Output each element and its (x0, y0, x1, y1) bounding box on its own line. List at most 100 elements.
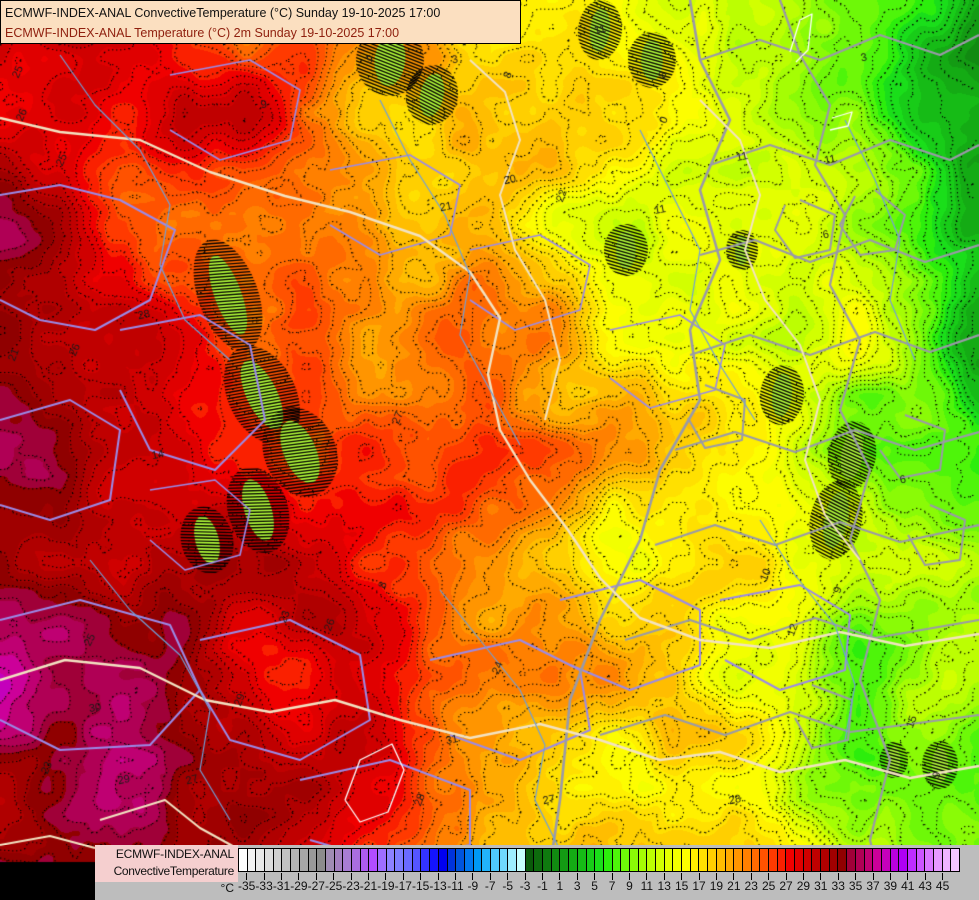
colorbar-tick-label: -17 (394, 879, 412, 893)
colorbar-swatch (673, 849, 683, 871)
colorbar-swatch (916, 849, 926, 871)
colorbar-tick-label: 11 (640, 879, 654, 893)
colorbar-tick-label: 3 (573, 879, 581, 893)
colorbar-swatch (742, 849, 752, 871)
colorbar-swatch (482, 849, 491, 871)
colorbar-tick (489, 873, 491, 880)
colorbar-tick (628, 873, 630, 880)
colorbar-tick-label: -1 (537, 879, 548, 893)
colorbar-swatch (351, 849, 361, 871)
colorbar-swatches[interactable] (238, 848, 960, 872)
colorbar-swatch (890, 849, 900, 871)
colorbar-swatch (838, 849, 848, 871)
colorbar-swatch (395, 849, 405, 871)
colorbar-tick (715, 873, 717, 880)
colorbar-swatch (768, 849, 778, 871)
colorbar-swatch (777, 849, 787, 871)
colorbar-tick-label: -31 (272, 879, 291, 893)
colorbar-tick-labels: -35 -33 -31 -29 -27 -25 -23 -21 -19 -17 -15 -13 -11-… (238, 878, 960, 896)
colorbar-swatch (508, 849, 517, 871)
colorbar-swatch (664, 849, 674, 871)
colorbar-swatch (569, 849, 578, 871)
colorbar-tick (698, 873, 700, 880)
colorbar-tick (594, 873, 596, 880)
colorbar-tick-label: -13 (429, 879, 447, 893)
colorbar-swatch (621, 849, 630, 871)
colorbar-tick (524, 873, 526, 880)
colorbar-swatch (308, 849, 318, 871)
colorbar-swatch (925, 849, 934, 871)
colorbar-tick (889, 873, 891, 880)
colorbar-tick-label: -29 (290, 879, 308, 893)
colorbar-swatch (299, 849, 309, 871)
colorbar-swatch (543, 849, 552, 871)
colorbar-tick (768, 873, 770, 880)
colorbar-swatch (343, 849, 352, 871)
legend-units-label: °C (220, 881, 234, 895)
colorbar-tick-label: -25 (325, 879, 343, 893)
colorbar-tick-label: 41 (901, 879, 915, 893)
colorbar-swatch (734, 849, 743, 871)
colorbar-tick (280, 873, 282, 880)
colorbar-swatch (551, 849, 561, 871)
colorbar-swatch (369, 849, 378, 871)
colorbar-tick-label: -15 (412, 879, 430, 893)
colorbar-swatch (404, 849, 413, 871)
colorbar-tick-label: 15 (674, 879, 689, 893)
colorbar-swatch (378, 849, 387, 871)
colorbar-swatch (586, 849, 596, 871)
colorbar-tick (367, 873, 369, 880)
colorbar-swatch (438, 849, 448, 871)
colorbar-swatch (629, 849, 639, 871)
colorbar-tick-label: 25 (761, 879, 776, 893)
colorbar-tick (733, 873, 735, 880)
colorbar-tick-label: 33 (831, 879, 845, 893)
colorbar-tick-label: 43 (918, 879, 932, 893)
colorbar-swatch (247, 849, 257, 871)
colorbar-tick (246, 873, 248, 880)
colorbar-swatch (603, 849, 613, 871)
colorbar-tick-label: -21 (359, 879, 378, 893)
colorbar-swatch (942, 849, 952, 871)
colorbar-swatch (855, 849, 865, 871)
legend-label-background (95, 845, 238, 882)
colorbar-tick-label: 17 (692, 879, 706, 893)
colorbar-tick (837, 873, 839, 880)
colorbar-tick (333, 873, 335, 880)
colorbar-swatch (291, 849, 300, 871)
map-title-box: ECMWF-INDEX-ANAL ConvectiveTemperature (… (0, 0, 521, 44)
colorbar-swatch (725, 849, 735, 871)
colorbar-tick (472, 873, 474, 880)
colorbar-swatch (907, 849, 917, 871)
colorbar-tick-label: -11 (447, 879, 464, 893)
colorbar-swatch (265, 849, 274, 871)
colorbar-tick-label: 27 (779, 879, 793, 893)
colorbar-tick (576, 873, 578, 880)
colorbar-wrap: -35 -33 -31 -29 -27 -25 -23 -21 -19 -17 -15 -13 -11-… (238, 848, 960, 897)
colorbar-swatch (638, 849, 648, 871)
colorbar-swatch (795, 849, 804, 871)
colorbar-swatch (430, 849, 439, 871)
colorbar-tick-label: 7 (608, 879, 616, 893)
title-line-temperature-2m: ECMWF-INDEX-ANAL Temperature (°C) 2m Sun… (5, 26, 400, 40)
colorbar-tick (298, 873, 300, 880)
colorbar-swatch (421, 849, 431, 871)
colorbar-ticks (238, 873, 960, 880)
colorbar-swatch (881, 849, 891, 871)
colorbar-swatch (412, 849, 422, 871)
colorbar-swatch (447, 849, 457, 871)
colorbar-tick-label: 9 (626, 879, 633, 893)
colorbar-tick (350, 873, 352, 880)
colorbar-swatch (682, 849, 691, 871)
colorbar-tick (454, 873, 456, 880)
colorbar-swatch (829, 849, 839, 871)
colorbar-swatch (534, 849, 544, 871)
colorbar-tick-label: 5 (591, 879, 598, 893)
colorbar-swatch (577, 849, 587, 871)
colorbar-swatch (595, 849, 604, 871)
colorbar-swatch (490, 849, 500, 871)
colorbar-swatch (499, 849, 509, 871)
colorbar-swatch (690, 849, 700, 871)
